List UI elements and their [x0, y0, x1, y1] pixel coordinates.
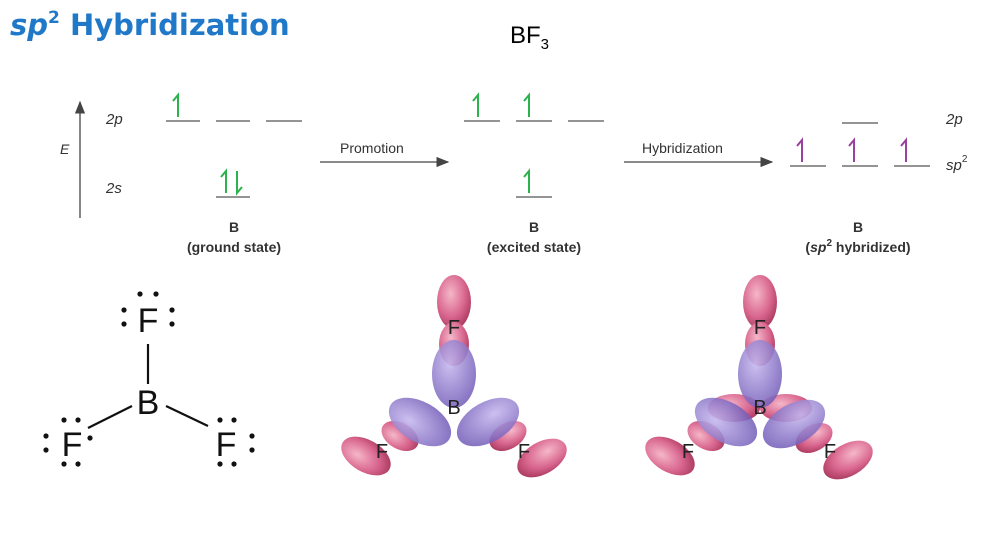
level-label-sp2: sp2 — [946, 154, 968, 174]
model2-fluorine-left: F — [682, 441, 694, 463]
bond-right — [165, 405, 209, 427]
model2-central-B: B — [753, 397, 766, 419]
boron-sp2-lobes — [694, 340, 826, 449]
level-label-2p: 2p — [105, 111, 123, 128]
model2-fluorine-top: F — [754, 317, 766, 339]
hybridization-label: Hybridization — [642, 140, 723, 156]
molecule-formula: BF3 — [510, 22, 550, 53]
lewis-structure: B F F F — [30, 266, 262, 488]
lone-pair-dots — [43, 291, 255, 467]
electron-up-arrow — [172, 92, 179, 117]
level-label-2s: 2s — [105, 180, 122, 197]
electron-pair-arrows — [220, 168, 243, 196]
orbital-model-sp2: B F F F — [296, 266, 586, 498]
page-title: sp2 Hybridization — [10, 8, 290, 42]
model1-fluorine-right: F — [518, 441, 530, 463]
bond-left — [87, 405, 133, 429]
orbital-model-with-p: B F F F — [610, 266, 900, 498]
model1-fluorine-top: F — [448, 317, 460, 339]
excited-atom-label: B — [529, 219, 539, 235]
fluorine-right: F — [216, 426, 237, 464]
model2-fluorine-right: F — [824, 441, 836, 463]
excited-2s-electron — [523, 168, 530, 193]
ground-atom-label: B — [229, 219, 239, 235]
fluorine-p-lobes — [645, 275, 873, 480]
model1-fluorine-left: F — [376, 441, 388, 463]
hybrid-atom-label: B — [853, 219, 863, 235]
excited-state-caption: (excited state) — [487, 239, 581, 255]
energy-level-diagram: E 2p 2s Promotion Hybridization — [58, 92, 976, 264]
model1-central-B: B — [447, 397, 460, 419]
level-label-2p-right: 2p — [945, 111, 963, 128]
energy-axis-label: E — [60, 141, 70, 157]
sp2-electron-arrows — [796, 137, 907, 162]
ground-state-caption: (ground state) — [187, 239, 281, 255]
fluorine-top: F — [138, 302, 159, 340]
excited-electron-arrows — [472, 92, 530, 117]
promotion-label: Promotion — [340, 140, 404, 156]
fluorine-left: F — [62, 426, 83, 464]
boron-sp2-lobes — [388, 340, 520, 447]
hybrid-state-caption: (sp2 hybridized) — [805, 238, 910, 255]
central-atom-B: B — [137, 384, 160, 422]
